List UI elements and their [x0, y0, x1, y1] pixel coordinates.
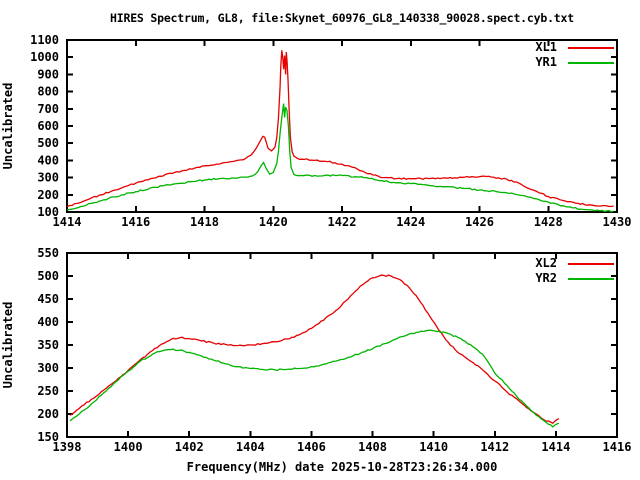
- legend-item-yr2: YR2: [518, 271, 614, 286]
- y-tick-label: 200: [37, 188, 59, 202]
- legend-line-swatch-yr1: [568, 61, 614, 64]
- x-tick-label: 1414: [53, 215, 82, 229]
- series-XL1: [66, 50, 614, 208]
- x-tick-label: 1424: [396, 215, 425, 229]
- y-tick-label: 700: [37, 102, 59, 116]
- legend-line-swatch-yr2: [568, 277, 614, 280]
- legend-label-xl1: XL1: [535, 40, 557, 54]
- legend-label-yr2: YR2: [535, 271, 557, 285]
- legend-item-xl1: XL1: [518, 40, 614, 55]
- x-tick-label: 1418: [190, 215, 219, 229]
- y-tick-label: 300: [37, 361, 59, 375]
- top-chart-legend: XL1 YR1: [518, 40, 614, 70]
- y-tick-label: 500: [37, 136, 59, 150]
- axis-tick-labels: 1398 1400 1402 1404 1406 1408 1410 1412 1414 1416…: [37, 246, 631, 454]
- y-tick-label: 800: [37, 85, 59, 99]
- x-tick-label: 1398: [53, 440, 82, 454]
- y-tick-label: 600: [37, 119, 59, 133]
- axes: [66, 252, 618, 438]
- x-tick-label: 1416: [121, 215, 150, 229]
- x-tick-label: 1406: [297, 440, 326, 454]
- y-tick-label: 150: [37, 430, 59, 444]
- x-tick-label: 1402: [175, 440, 204, 454]
- y-tick-label: 300: [37, 171, 59, 185]
- x-tick-label: 1416: [603, 440, 632, 454]
- x-tick-label: 1400: [114, 440, 143, 454]
- axis-tick-labels: 1414 1416 1418 1420 1422 1424 1426 1428 1430 100 2…: [30, 33, 631, 229]
- x-tick-label: 1428: [534, 215, 563, 229]
- legend-label-xl2: XL2: [535, 256, 557, 270]
- y-tick-label: 500: [37, 269, 59, 283]
- series-YR1: [66, 103, 614, 213]
- y-tick-label: 900: [37, 67, 59, 81]
- x-tick-label: 1414: [541, 440, 570, 454]
- x-tick-label: 1420: [259, 215, 288, 229]
- series-YR2: [69, 329, 560, 428]
- legend-line-swatch-xl1: [568, 46, 614, 49]
- y-tick-label: 550: [37, 246, 59, 260]
- page-title: HIRES Spectrum, GL8, file:Skynet_60976_G…: [110, 11, 574, 25]
- x-tick-label: 1408: [358, 440, 387, 454]
- top-spectrum-chart: 1414 1416 1418 1420 1422 1424 1426 1428 1430 100 2…: [1, 33, 631, 229]
- x-axis-label: Frequency(MHz) date 2025-10-28T23:26:34.…: [187, 460, 498, 474]
- legend-line-swatch-xl2: [568, 262, 614, 265]
- y-tick-label: 450: [37, 292, 59, 306]
- y-tick-label: 1000: [30, 50, 59, 64]
- x-tick-label: 1412: [480, 440, 509, 454]
- y-tick-label: 400: [37, 153, 59, 167]
- x-tick-label: 1426: [465, 215, 494, 229]
- legend-label-yr1: YR1: [535, 55, 557, 69]
- axes: [66, 39, 618, 213]
- bottom-chart-legend: XL2 YR2: [518, 256, 614, 286]
- y-axis-label: Uncalibrated: [1, 83, 15, 170]
- legend-item-xl2: XL2: [518, 256, 614, 271]
- bottom-spectrum-chart: 1398 1400 1402 1404 1406 1408 1410 1412 1414 1416…: [1, 246, 631, 474]
- y-tick-label: 200: [37, 407, 59, 421]
- legend-item-yr1: YR1: [518, 55, 614, 70]
- x-tick-label: 1404: [236, 440, 265, 454]
- x-tick-label: 1430: [603, 215, 632, 229]
- y-tick-label: 100: [37, 205, 59, 219]
- y-axis-label: Uncalibrated: [1, 302, 15, 389]
- y-tick-label: 1100: [30, 33, 59, 47]
- y-tick-label: 400: [37, 315, 59, 329]
- x-tick-label: 1410: [419, 440, 448, 454]
- y-tick-label: 350: [37, 338, 59, 352]
- x-tick-label: 1422: [328, 215, 357, 229]
- series-XL2: [69, 274, 560, 424]
- y-tick-label: 250: [37, 384, 59, 398]
